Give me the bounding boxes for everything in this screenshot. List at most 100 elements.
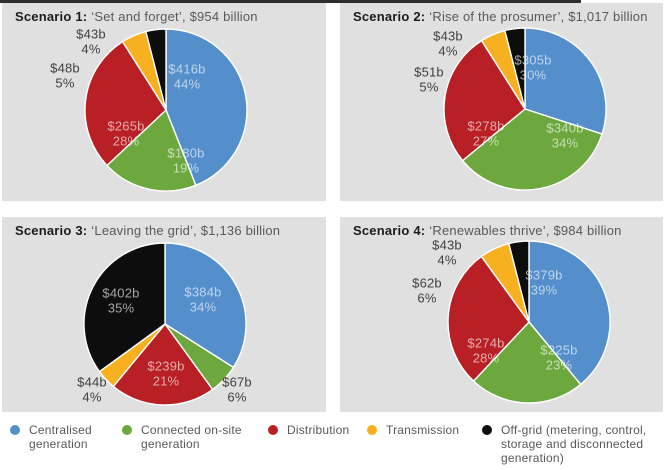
slice-percent-label: 5% xyxy=(419,79,439,94)
slice-label: $239b 21% xyxy=(147,358,185,389)
scenario-1-panel: Scenario 1: ‘Set and forget’, $954 billio… xyxy=(2,3,326,201)
scenario-1-pie-chart xyxy=(84,28,248,192)
scenario-3-panel: Scenario 3: ‘Leaving the grid’, $1,136 bi… xyxy=(2,217,326,412)
scenario-4-title-bold: Scenario 4: xyxy=(353,223,426,238)
pie-slice xyxy=(83,242,166,373)
pie-slice xyxy=(524,27,607,135)
slice-value-label: $278b xyxy=(467,118,505,134)
slice-value-label: $274b xyxy=(467,335,505,351)
slice-label: $44b 4% xyxy=(77,374,107,405)
slice-label: $384b 34% xyxy=(184,285,221,315)
slice-label: $48b 5% xyxy=(50,60,80,91)
slice-value-label: $44b xyxy=(77,374,107,390)
slice-percent-label: 21% xyxy=(152,373,180,388)
slice-value-label: $305b xyxy=(514,52,552,68)
slice-percent-label: 39% xyxy=(530,282,558,297)
legend-item-transmission: Transmission xyxy=(367,423,479,437)
slice-percent-label: 4% xyxy=(437,252,457,267)
legend-label: Transmission xyxy=(386,423,460,437)
scenario-3-title: Scenario 3: ‘Leaving the grid’, $1,136 bi… xyxy=(15,223,280,238)
pie-slice xyxy=(528,240,611,386)
slice-value-label: $239b xyxy=(147,358,185,374)
slice-value-label: $62b xyxy=(412,275,442,291)
slice-label: $305b 30% xyxy=(514,52,552,83)
pie-slice xyxy=(165,28,248,187)
legend-label: Distribution xyxy=(287,423,350,437)
legend-label: Centralised generation xyxy=(29,423,92,451)
slice-percent-label: 35% xyxy=(107,300,135,315)
pie-slice xyxy=(508,240,530,323)
slice-value-label: $379b xyxy=(525,267,563,283)
legend-label: Off-grid (metering, control, storage and… xyxy=(501,423,647,465)
legend-dot-distribution xyxy=(268,425,278,435)
slice-value-label: $43b xyxy=(76,26,106,42)
slice-value-label: $416b xyxy=(168,61,206,77)
scenario-4-panel: Scenario 4: ‘Renewables thrive’, $984 bil… xyxy=(340,217,663,412)
top-rule xyxy=(0,0,581,3)
legend-dot-centralised-generation xyxy=(10,425,20,435)
slice-percent-label: 4% xyxy=(438,43,458,58)
slice-label: $67b 6% xyxy=(222,375,252,405)
legend-label: Connected on-site generation xyxy=(141,423,242,451)
slice-percent-label: 30% xyxy=(519,67,547,82)
scenario-2-pie-chart xyxy=(443,27,607,191)
legend-dot-off-grid xyxy=(482,425,492,435)
scenario-1-title-bold: Scenario 1: xyxy=(15,9,88,24)
slice-value-label: $265b xyxy=(107,118,145,134)
slice-label: $225b 23% xyxy=(540,342,578,373)
slice-value-label: $48b xyxy=(50,60,80,76)
pie-slice xyxy=(472,321,582,404)
scenario-3-title-rest: ‘Leaving the grid’, $1,136 billion xyxy=(91,223,281,238)
legend-dot-transmission xyxy=(367,425,377,435)
pie-slice xyxy=(504,27,526,110)
slice-percent-label: 23% xyxy=(545,357,573,372)
pie-slice xyxy=(112,323,214,406)
slice-label: $379b 39% xyxy=(525,267,563,298)
slice-label: $402b 35% xyxy=(102,285,140,316)
scenario-4-title-rest: ‘Renewables thrive’, $984 billion xyxy=(429,223,622,238)
legend: Centralised generation Connected on-site… xyxy=(0,412,668,470)
slice-value-label: $225b xyxy=(540,342,578,358)
slice-label: $43b 4% xyxy=(76,26,106,57)
pie-slice xyxy=(461,108,603,191)
scenario-2-panel: Scenario 2: ‘Rise of the prosumer’, $1,01… xyxy=(340,3,663,201)
slice-percent-label: 5% xyxy=(55,75,75,90)
scenario-2-title-rest: ‘Rise of the prosumer’, $1,017 billion xyxy=(429,9,648,24)
legend-item-centralised-generation: Centralised generation xyxy=(10,423,114,451)
legend-item-distribution: Distribution xyxy=(268,423,360,437)
slice-percent-label: 4% xyxy=(82,389,102,404)
slice-value-label: $340b xyxy=(546,120,584,136)
slice-label: $180b 19% xyxy=(167,145,205,176)
scenario-4-pie-chart xyxy=(447,240,611,404)
slice-percent-label: 34% xyxy=(551,135,579,150)
slice-label: $62b 6% xyxy=(412,275,442,306)
pie-slice xyxy=(145,28,167,111)
pie-slice xyxy=(443,39,526,162)
slice-percent-label: 19% xyxy=(172,160,200,175)
slice-label: $278b 27% xyxy=(467,118,505,149)
slice-percent-label: 6% xyxy=(417,290,437,305)
slice-value-label: $43b xyxy=(432,237,462,253)
slice-label: $265b 28% xyxy=(107,118,145,149)
slice-value-label: $180b xyxy=(167,145,205,161)
slice-label: $43b 4% xyxy=(432,237,462,268)
slice-value-label: $402b xyxy=(102,285,140,301)
pie-slice xyxy=(106,109,197,192)
slice-percent-label: 28% xyxy=(472,350,500,365)
scenario-4-title: Scenario 4: ‘Renewables thrive’, $984 bil… xyxy=(353,223,622,238)
slice-percent-label: 6% xyxy=(227,389,247,404)
slice-label: $51b 5% xyxy=(414,65,444,95)
scenario-2-title: Scenario 2: ‘Rise of the prosumer’, $1,01… xyxy=(353,9,648,24)
scenario-3-title-bold: Scenario 3: xyxy=(15,223,88,238)
slice-percent-label: 44% xyxy=(173,76,201,91)
slice-percent-label: 34% xyxy=(189,299,217,314)
slice-percent-label: 27% xyxy=(472,133,500,148)
scenario-1-title: Scenario 1: ‘Set and forget’, $954 billio… xyxy=(15,9,258,24)
scenario-3-pie-chart xyxy=(83,242,247,406)
pie-slice xyxy=(447,255,530,382)
legend-item-off-grid: Off-grid (metering, control, storage and… xyxy=(482,423,660,465)
slice-label: $274b 28% xyxy=(467,335,505,366)
pie-slice xyxy=(84,40,167,167)
scenario-2-title-bold: Scenario 2: xyxy=(353,9,426,24)
